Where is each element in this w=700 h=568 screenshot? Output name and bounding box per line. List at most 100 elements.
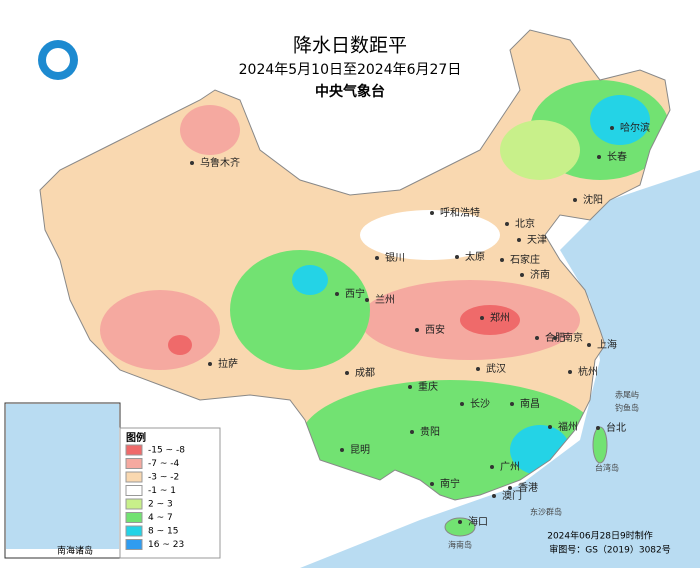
inset-label: 南海诸岛 <box>57 545 93 557</box>
city-dot <box>480 316 484 320</box>
city-dot <box>500 258 504 262</box>
city-label: 贵阳 <box>420 425 440 438</box>
legend-swatch <box>125 444 143 456</box>
city-label: 成都 <box>355 367 375 379</box>
city-label: 银川 <box>385 251 405 264</box>
agency: 中央气象台 <box>315 83 385 100</box>
place-label: 台湾岛 <box>595 463 619 473</box>
city-label: 重庆 <box>418 380 438 393</box>
taiwan <box>592 426 608 464</box>
city-dot <box>510 402 514 406</box>
inset-sea <box>6 404 119 549</box>
city-label: 台北 <box>606 421 626 434</box>
city-dot <box>430 482 434 486</box>
city-label: 乌鲁木齐 <box>200 156 240 169</box>
city-label: 北京 <box>515 217 535 230</box>
city-dot <box>340 448 344 452</box>
legend-label: 16 ~ 23 <box>148 540 184 550</box>
legend-swatch <box>125 485 143 496</box>
legend-label: 2 ~ 3 <box>148 500 173 510</box>
city-dot <box>208 362 212 366</box>
city-dot <box>587 343 591 347</box>
city-dot <box>520 273 524 277</box>
city-dot <box>596 426 600 430</box>
city-dot <box>408 385 412 389</box>
place-label: 海南岛 <box>448 540 472 550</box>
hainan <box>444 517 476 537</box>
city-label: 南昌 <box>520 397 540 410</box>
city-dot <box>335 292 339 296</box>
city-dot <box>548 425 552 429</box>
city-label: 西安 <box>425 323 445 336</box>
city-label: 武汉 <box>486 362 506 375</box>
city-label: 广州 <box>500 461 520 473</box>
city-dot <box>415 328 419 332</box>
city-dot <box>505 222 509 226</box>
city-dot <box>492 494 496 498</box>
period: 2024年5月10日至2024年6月27日 <box>239 62 462 78</box>
city-label: 哈尔滨 <box>620 121 650 134</box>
city-label: 昆明 <box>350 444 370 456</box>
city-label: 呼和浩特 <box>440 207 480 219</box>
city-label: 济南 <box>530 268 550 281</box>
sea <box>300 170 700 568</box>
legend-swatch <box>125 458 143 469</box>
legend-swatch <box>125 525 143 537</box>
city-label: 拉萨 <box>218 357 238 370</box>
legend-label: 4 ~ 7 <box>148 513 173 523</box>
legend-title: 图例 <box>126 431 146 444</box>
city-dot <box>568 370 572 374</box>
city-dot <box>460 402 464 406</box>
city-dot <box>508 486 512 490</box>
city-dot <box>455 255 459 259</box>
legend-label: 8 ~ 15 <box>148 527 178 537</box>
city-label: 石家庄 <box>510 253 540 266</box>
place-label: 东沙群岛 <box>530 507 562 517</box>
city-dot <box>597 155 601 159</box>
city-dot <box>410 430 414 434</box>
city-label: 南宁 <box>440 477 460 490</box>
place-label: 赤尾屿 <box>615 391 639 400</box>
city-label: 天津 <box>527 234 547 246</box>
city-label: 海口 <box>468 515 488 528</box>
city-label: 上海 <box>597 338 617 351</box>
city-label: 香港 <box>518 482 538 494</box>
city-dot <box>490 465 494 469</box>
footer-made: 2024年06月28日9时制作 <box>547 530 653 542</box>
city-dot <box>458 520 462 524</box>
city-dot <box>517 238 521 242</box>
city-dot <box>190 161 194 165</box>
city-dot <box>430 211 434 215</box>
legend-swatch <box>125 539 143 550</box>
city-dot <box>345 371 349 375</box>
city-dot <box>573 198 577 202</box>
city-label: 太原 <box>465 250 485 263</box>
legend-swatch <box>125 471 143 483</box>
city-dot <box>365 298 369 302</box>
city-label: 南京 <box>563 331 583 344</box>
city-dot <box>476 367 480 371</box>
city-dot <box>375 256 379 260</box>
footer-approval: 审图号：GS（2019）3082号 <box>549 544 671 556</box>
city-label: 长沙 <box>470 398 490 410</box>
logo-inner <box>46 48 70 72</box>
legend-label: -1 ~ 1 <box>148 486 176 496</box>
city-label: 兰州 <box>375 293 395 306</box>
city-label: 郑州 <box>490 311 510 324</box>
legend-swatch <box>125 498 143 510</box>
city-label: 杭州 <box>578 365 598 378</box>
city-dot <box>535 336 539 340</box>
city-dot <box>610 126 614 130</box>
legend-label: -3 ~ -2 <box>148 473 179 483</box>
city-label: 长春 <box>607 151 627 163</box>
legend-swatch <box>125 512 143 523</box>
city-label: 西宁 <box>345 287 365 300</box>
title: 降水日数距平 <box>293 35 407 57</box>
city-label: 沈阳 <box>583 193 603 206</box>
city-dot <box>553 336 557 340</box>
legend-label: -7 ~ -4 <box>148 459 179 469</box>
legend-label: -15 ~ -8 <box>148 446 185 456</box>
place-label: 钓鱼岛 <box>615 403 639 413</box>
city-label: 澳门 <box>502 489 522 502</box>
